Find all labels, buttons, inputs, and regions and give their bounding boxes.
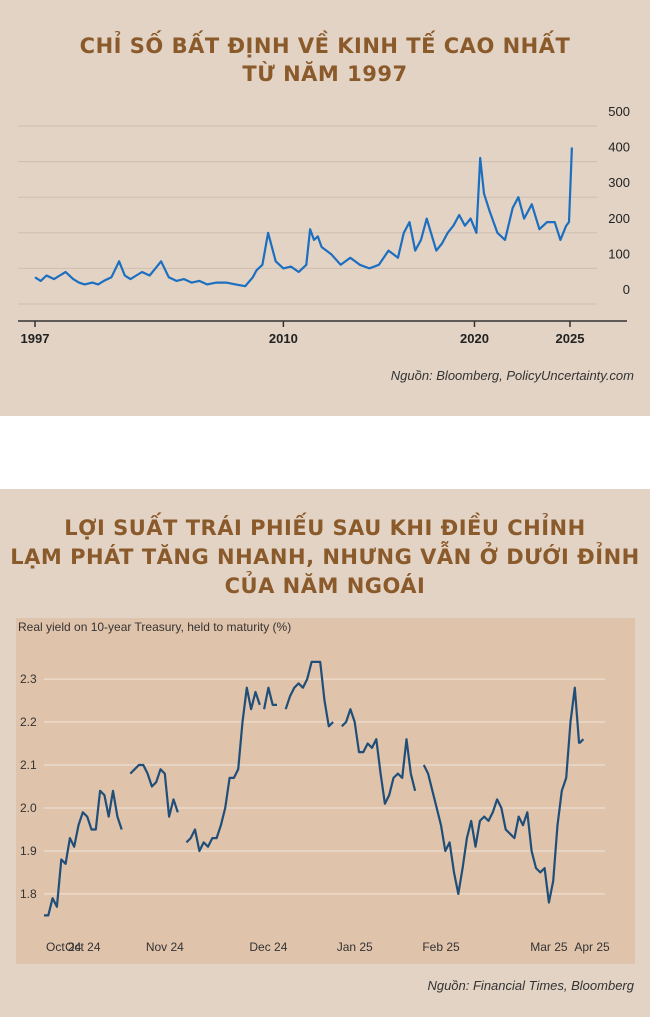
chart2-title: LỢI SUẤT TRÁI PHIẾU SAU KHI ĐIỀU CHỈNH L… xyxy=(0,514,650,601)
chart2-series-segment xyxy=(284,660,334,728)
chart2-y-tick-label: 2.0 xyxy=(20,801,37,815)
chart1-y-tick-label: 500 xyxy=(608,104,630,119)
real-yield-chart: Real yield on 10-year Treasury, held to … xyxy=(18,620,610,954)
chart2-series-segment xyxy=(185,686,261,853)
chart2-series-segment xyxy=(422,686,581,904)
chart2-series-segment xyxy=(341,708,412,805)
chart1-title-line2: TỪ NĂM 1997 xyxy=(242,62,408,86)
chart2-y-tick-label: 2.1 xyxy=(20,758,37,772)
chart2-x-tick-label: Jan 25 xyxy=(337,940,373,954)
uncertainty-chart: 0 100 200 300 400 500 1997 2010 2020 2025 xyxy=(18,104,630,346)
chart1-y-tick-label: 400 xyxy=(608,140,630,155)
chart1-title-line1: CHỈ SỐ BẤT ĐỊNH VỀ KINH TẾ CAO NHẤT xyxy=(79,34,571,58)
chart2-x-tick-label: Dec 24 xyxy=(249,940,287,954)
chart1-y-tick-label: 100 xyxy=(608,246,630,261)
chart1-x-tick-label: 2025 xyxy=(556,331,585,346)
chart2-subtitle: Real yield on 10-year Treasury, held to … xyxy=(18,620,291,634)
chart1-y-tick-label: 0 xyxy=(623,282,630,297)
chart1-y-tick-label: 300 xyxy=(608,175,630,190)
chart1-title: CHỈ SỐ BẤT ĐỊNH VỀ KINH TẾ CAO NHẤT TỪ N… xyxy=(0,32,650,88)
chart1-y-tick-label: 200 xyxy=(608,211,630,226)
chart2-series-segment xyxy=(409,773,417,792)
real-yield-panel: LỢI SUẤT TRÁI PHIẾU SAU KHI ĐIỀU CHỈNH L… xyxy=(0,489,650,1017)
chart2-series-segment xyxy=(44,789,123,917)
chart1-series-line xyxy=(34,147,573,288)
chart2-x-tick-label: Nov 24 xyxy=(146,940,184,954)
chart2-y-tick-label: 2.3 xyxy=(20,672,37,686)
chart1-source: Nguồn: Bloomberg, PolicyUncertainty.com xyxy=(390,368,634,383)
chart2-x-tick-label: Apr 25 xyxy=(574,940,610,954)
chart1-x-tick-label: 2020 xyxy=(460,331,489,346)
chart2-title-line2: LẠM PHÁT TĂNG NHANH, NHƯNG VẪN Ở DƯỚI ĐỈ… xyxy=(10,545,640,569)
chart2-x-tick-label: Oct 24 xyxy=(46,940,82,954)
chart1-x-tick-label: 1997 xyxy=(21,331,50,346)
chart2-series-segment xyxy=(578,738,585,745)
chart1-x-tick-label: 2010 xyxy=(269,331,298,346)
chart2-plot-background xyxy=(16,618,635,964)
uncertainty-panel: CHỈ SỐ BẤT ĐỊNH VỀ KINH TẾ CAO NHẤT TỪ N… xyxy=(0,0,650,416)
chart2-title-line1: LỢI SUẤT TRÁI PHIẾU SAU KHI ĐIỀU CHỈNH xyxy=(64,516,586,540)
chart2-y-tick-label: 1.8 xyxy=(20,887,37,901)
chart2-x-tick-label: Feb 25 xyxy=(422,940,460,954)
chart2-title-line3: CỦA NĂM NGOÁI xyxy=(224,574,426,598)
chart2-y-tick-label: 2.2 xyxy=(20,715,37,729)
chart2-x-tick-label: Mar 25 xyxy=(530,940,568,954)
chart2-series-segment xyxy=(263,686,277,710)
chart2-source: Nguồn: Financial Times, Bloomberg xyxy=(427,978,634,993)
chart2-y-tick-label: 1.9 xyxy=(20,844,37,858)
chart2-x-tick-label: Oct 24 xyxy=(65,940,101,954)
chart2-series-segment xyxy=(129,763,179,818)
